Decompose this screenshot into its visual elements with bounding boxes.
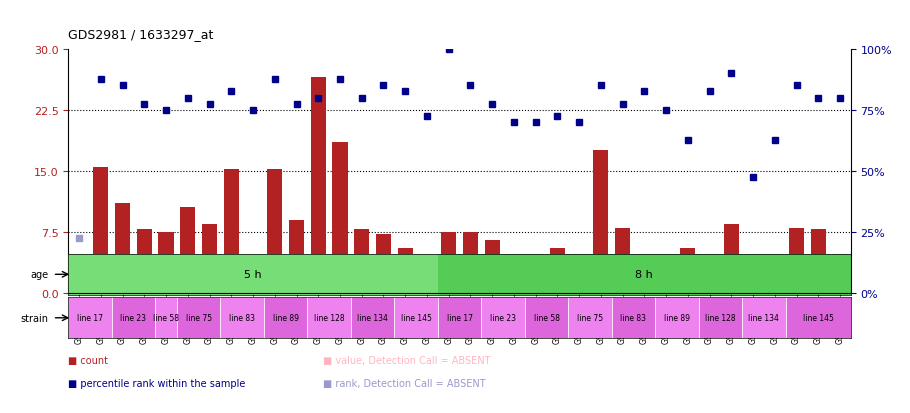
Text: 8 h: 8 h (635, 270, 653, 280)
Bar (723, 224, 739, 293)
Text: line 128: line 128 (314, 313, 344, 323)
Bar (593, 151, 609, 293)
Bar (68, 297, 112, 339)
Bar (158, 232, 174, 293)
Text: line 128: line 128 (705, 313, 735, 323)
Bar (767, 289, 783, 293)
Bar (655, 297, 699, 339)
Bar (224, 170, 239, 293)
Text: line 134: line 134 (748, 313, 779, 323)
Text: line 145: line 145 (400, 313, 431, 323)
Bar (811, 230, 826, 293)
Bar (310, 78, 326, 293)
Bar (702, 265, 717, 293)
Text: line 75: line 75 (577, 313, 603, 323)
Bar (659, 285, 673, 293)
Bar (745, 289, 761, 293)
Bar (615, 228, 631, 293)
Bar (351, 297, 394, 339)
Bar (571, 289, 587, 293)
Bar (680, 249, 695, 293)
Bar (528, 281, 543, 293)
Bar (568, 297, 612, 339)
Bar (202, 224, 217, 293)
Bar (288, 220, 304, 293)
Bar (136, 230, 152, 293)
Bar (177, 297, 220, 339)
Bar (441, 232, 456, 293)
Bar (112, 297, 156, 339)
Text: line 23: line 23 (120, 313, 147, 323)
Bar (220, 297, 264, 339)
Bar (394, 297, 438, 339)
Bar (93, 167, 108, 293)
Bar (420, 277, 435, 293)
Bar (785, 297, 851, 339)
Text: line 23: line 23 (490, 313, 516, 323)
Bar (438, 254, 862, 295)
Bar (833, 273, 847, 293)
Bar (308, 297, 351, 339)
Text: line 17: line 17 (77, 313, 103, 323)
Bar (376, 235, 391, 293)
Bar (354, 230, 369, 293)
Bar (68, 254, 438, 295)
Bar (481, 297, 525, 339)
Text: line 75: line 75 (186, 313, 212, 323)
Bar (463, 232, 478, 293)
Bar (525, 297, 568, 339)
Text: line 17: line 17 (447, 313, 472, 323)
Bar (180, 208, 196, 293)
Text: line 134: line 134 (357, 313, 388, 323)
Text: 5 h: 5 h (244, 270, 262, 280)
Bar (484, 240, 500, 293)
Bar (115, 204, 130, 293)
Text: line 58: line 58 (533, 313, 560, 323)
Text: line 89: line 89 (273, 313, 298, 323)
Bar (637, 273, 652, 293)
Bar (506, 277, 521, 293)
Bar (398, 249, 413, 293)
Text: line 145: line 145 (803, 313, 834, 323)
Text: ■ percentile rank within the sample: ■ percentile rank within the sample (68, 378, 246, 388)
Text: strain: strain (21, 313, 49, 323)
Text: ■ rank, Detection Call = ABSENT: ■ rank, Detection Call = ABSENT (323, 378, 486, 388)
Bar (550, 249, 565, 293)
Text: ■ value, Detection Call = ABSENT: ■ value, Detection Call = ABSENT (323, 355, 490, 365)
Text: line 89: line 89 (664, 313, 690, 323)
Bar (743, 297, 785, 339)
Bar (438, 297, 481, 339)
Bar (332, 143, 348, 293)
Text: GDS2981 / 1633297_at: GDS2981 / 1633297_at (68, 28, 214, 41)
Bar (612, 297, 655, 339)
Bar (789, 228, 804, 293)
Bar (268, 170, 282, 293)
Text: ■ count: ■ count (68, 355, 108, 365)
Bar (72, 265, 86, 293)
Bar (246, 261, 260, 293)
Bar (699, 297, 743, 339)
Text: line 83: line 83 (229, 313, 255, 323)
Text: age: age (31, 270, 49, 280)
Bar (264, 297, 308, 339)
Text: line 58: line 58 (153, 313, 179, 323)
Text: line 83: line 83 (621, 313, 646, 323)
Bar (156, 297, 177, 339)
